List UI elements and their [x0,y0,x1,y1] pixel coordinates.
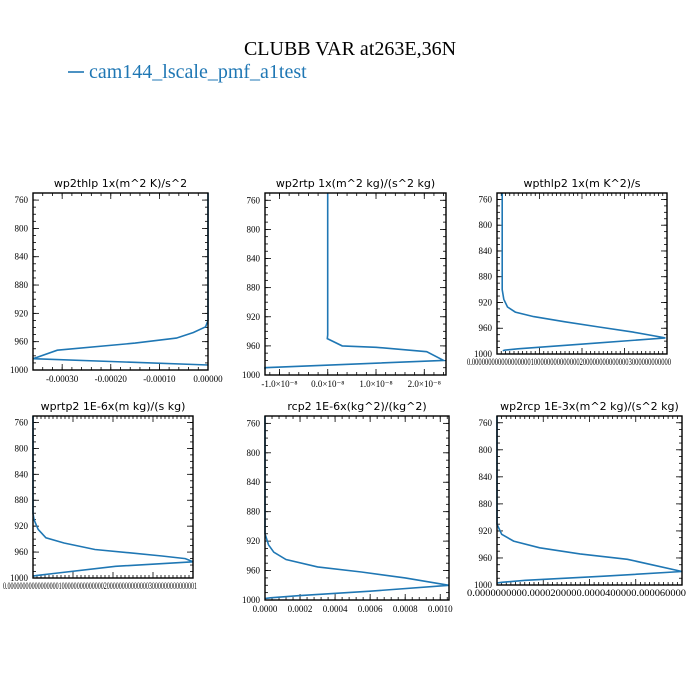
y-tick-label: 1000 [242,370,261,380]
plot-frame [496,192,668,355]
panel-3: wpthlp2 1x(m K^2)/s 760 800 840 880 920 960 100… [467,177,671,367]
series-line [264,193,447,370]
y-tick-label: 840 [247,254,261,264]
y-tick-label: 920 [247,536,261,546]
series-line [501,193,666,352]
x-tick-label: 0.00000000000000000100000000000000200000… [3,581,197,591]
y-tick-label: 1000 [10,573,29,583]
panel-5: rcp2 1E-6x(kg^2)/(kg^2) 760 800 840 880 920 96… [242,400,453,614]
series-line [32,193,209,366]
y-tick-label: 800 [479,445,493,455]
y-tick-label: 760 [479,418,493,428]
series-line [32,416,194,577]
y-tick-label: 760 [15,195,29,205]
y-tick-label: 840 [479,472,493,482]
x-tick-label: 0.0004 [323,604,348,614]
y-tick-label: 760 [247,418,261,428]
y-tick-label: 920 [479,526,493,536]
panel-title: rcp2 1E-6x(kg^2)/(kg^2) [287,400,426,413]
panel-1: wp2thlp 1x(m^2 K)/s^2 760 800 840 880 920 960 1… [10,177,223,384]
y-tick-label: 880 [15,280,29,290]
x-tick-label: -0.00010 [143,374,176,384]
x-tick-label: 0.0010 [428,604,453,614]
x-tick-label: 2.0×10⁻⁸ [408,379,441,389]
y-tick-label: 840 [479,246,493,256]
y-tick-label: 800 [15,443,29,453]
y-tick-label: 1000 [474,580,493,590]
legend-label: cam144_lscale_pmf_a1test [89,61,307,83]
y-tick-label: 760 [479,194,493,204]
y-tick-label: 840 [15,469,29,479]
y-tick-label: 840 [247,477,261,487]
y-tick-label: 960 [479,553,493,563]
x-tick-label: 0.0008 [393,604,418,614]
panel-title: wp2rtp 1x(m^2 kg)/(s^2 kg) [276,177,435,190]
y-tick-label: 920 [15,521,29,531]
y-tick-label: 880 [247,507,261,517]
plot-frame [32,192,209,371]
panel-6: wp2rcp 1E-3x(m^2 kg)/(s^2 kg) 760 800 840 88… [467,400,687,598]
plot-frame [264,192,447,376]
panel-title: wprtp2 1E-6x(m kg)/(s kg) [41,400,186,413]
panel-title: wp2thlp 1x(m^2 K)/s^2 [54,177,187,190]
panels: wp2thlp 1x(m^2 K)/s^2 760 800 840 880 920 960 1… [3,177,687,614]
y-tick-label: 960 [479,323,493,333]
y-tick-label: 1000 [474,349,493,359]
panel-4: wprtp2 1E-6x(m kg)/(s kg) 760 800 840 880 920… [3,400,197,591]
y-tick-label: 920 [15,308,29,318]
x-tick-label: -0.00020 [95,374,128,384]
panel-title: wpthlp2 1x(m K^2)/s [524,177,641,190]
x-tick-label: 0.0002 [288,604,313,614]
y-tick-label: 1000 [242,595,261,605]
series-line [496,416,683,584]
y-tick-label: 960 [247,566,261,576]
x-tick-label: -0.00030 [46,374,79,384]
panel-title: wp2rcp 1E-3x(m^2 kg)/(s^2 kg) [500,400,679,413]
legend: cam144_lscale_pmf_a1test [68,61,307,83]
plot-frame [264,415,450,601]
x-tick-label: 0.0×10⁻⁸ [311,379,344,389]
panel-2: wp2rtp 1x(m^2 kg)/(s^2 kg) 760 800 840 880 92… [242,177,447,389]
y-tick-label: 800 [479,220,493,230]
x-tick-label: 0.0000000000.0000200000.0000400000.00006… [467,588,687,598]
y-tick-label: 840 [15,252,29,262]
x-tick-label: 0.00000 [193,374,223,384]
y-tick-label: 800 [247,448,261,458]
y-tick-label: 960 [15,337,29,347]
x-tick-label: -1.0×10⁻⁸ [261,379,297,389]
x-tick-label: 0.0000 [253,604,278,614]
figure-title: CLUBB VAR at263E,36N [244,38,456,60]
y-tick-label: 880 [15,495,29,505]
y-tick-label: 920 [479,297,493,307]
x-tick-label: 0.0006 [358,604,383,614]
x-tick-label: 1.0×10⁻⁸ [359,379,392,389]
series-line [264,416,450,600]
y-tick-label: 880 [479,272,493,282]
y-tick-label: 800 [247,224,261,234]
y-tick-label: 760 [15,417,29,427]
y-tick-label: 880 [247,283,261,293]
y-tick-label: 920 [247,312,261,322]
y-tick-label: 760 [247,195,261,205]
plot-frame [496,415,683,586]
y-tick-label: 880 [479,499,493,509]
plot-frame [32,415,194,579]
y-tick-label: 960 [15,547,29,557]
y-tick-label: 960 [247,341,261,351]
y-tick-label: 1000 [10,365,29,375]
x-tick-label: 0.00000000000000000010000000000000020000… [467,357,671,367]
y-tick-label: 800 [15,223,29,233]
